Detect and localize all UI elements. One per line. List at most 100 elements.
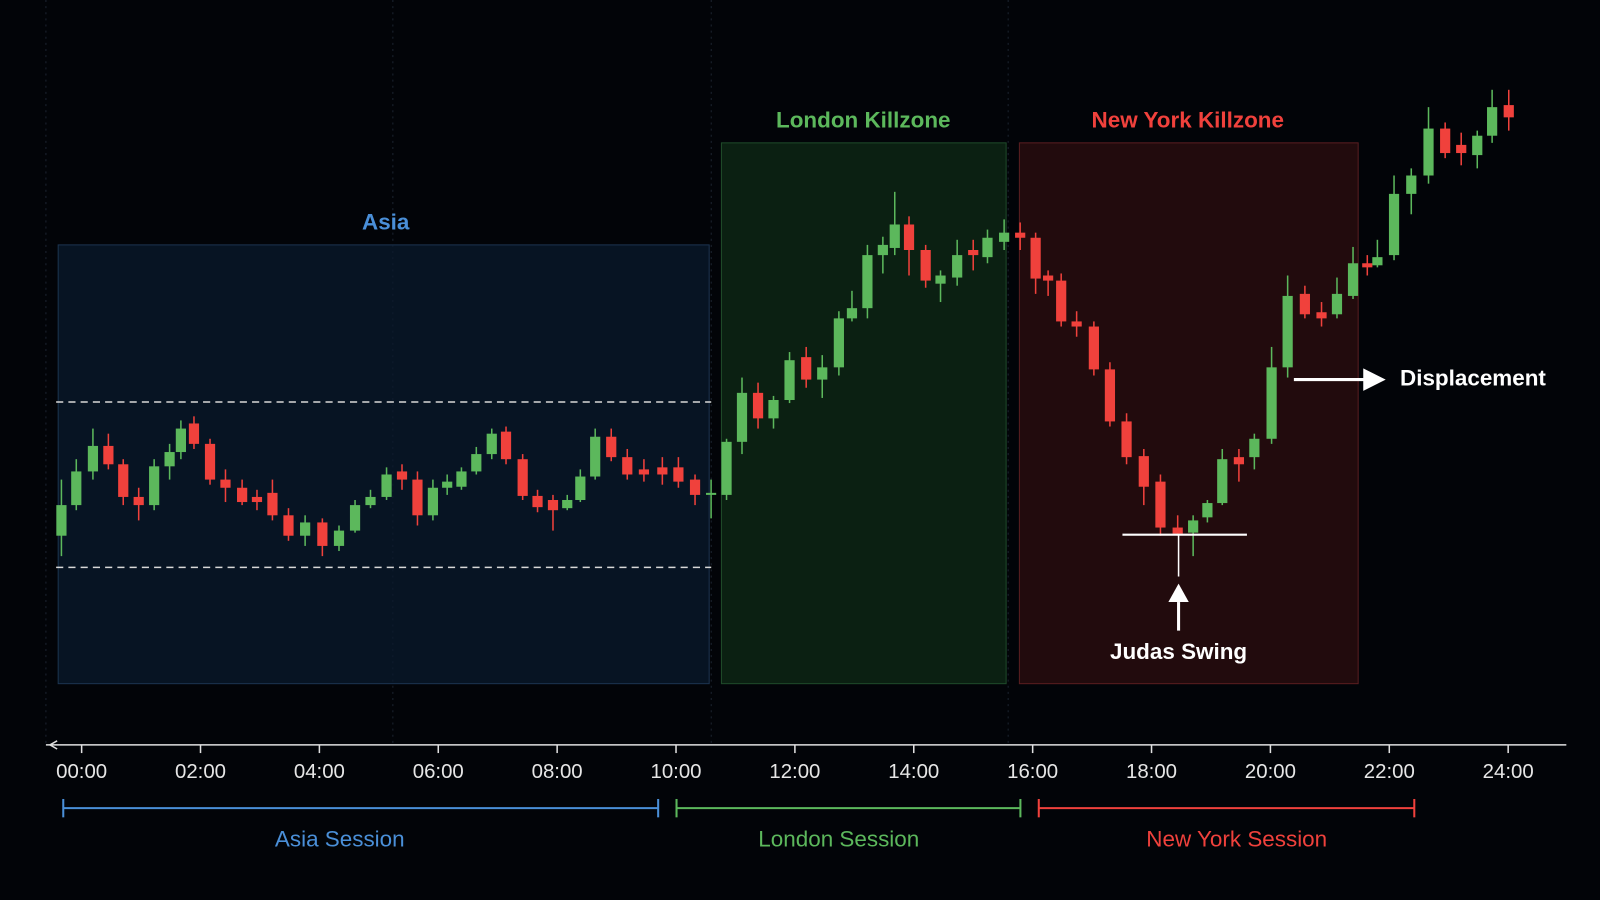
candle — [606, 428, 617, 462]
candle-body — [1456, 144, 1467, 154]
candle-body — [237, 487, 248, 503]
guides — [45, 0, 1009, 745]
candle — [1487, 89, 1498, 143]
candle-body — [673, 467, 684, 482]
x-tick-label: 04:00 — [294, 761, 345, 783]
candle-body — [1503, 105, 1514, 118]
candle — [349, 500, 361, 533]
candle-body — [1043, 275, 1054, 281]
candle-body — [1104, 369, 1116, 422]
candle-body — [1071, 321, 1082, 327]
candle — [1071, 311, 1082, 337]
candle-body — [622, 457, 633, 475]
x-tick-label: 14:00 — [888, 761, 939, 783]
candle — [1104, 362, 1116, 427]
candle-body — [638, 469, 650, 475]
candle — [638, 459, 650, 482]
candle — [846, 290, 858, 322]
candle-body — [889, 224, 900, 248]
session-label: London Session — [758, 827, 919, 852]
candle-body — [56, 505, 67, 536]
candle — [1043, 270, 1054, 296]
candle — [283, 508, 294, 541]
x-tick-label: 08:00 — [532, 761, 583, 783]
zone-label: New York Killzone — [1092, 107, 1284, 132]
candle-body — [164, 452, 175, 467]
candle — [1299, 285, 1310, 319]
candle-body — [1316, 312, 1327, 319]
candle-body — [752, 392, 764, 419]
x-ticks: 00:00 02:00 04:00 06:00 08:00 10:00 12:00 14:00… — [56, 744, 1534, 783]
candle-body — [1372, 257, 1383, 266]
asia-zone — [57, 244, 710, 685]
candle — [267, 479, 278, 521]
candle — [365, 489, 376, 509]
candle-body — [149, 466, 160, 506]
candle — [952, 239, 963, 286]
candle — [1155, 474, 1166, 536]
candle-body — [133, 496, 144, 506]
candle — [1331, 277, 1343, 319]
candle-body — [1088, 326, 1099, 370]
candle — [517, 454, 528, 500]
candle — [801, 346, 812, 388]
candle-body — [562, 500, 573, 509]
x-tick-label: 06:00 — [413, 761, 464, 783]
candle-body — [606, 436, 617, 458]
candle — [188, 416, 200, 449]
candle-body — [575, 476, 586, 500]
candle — [768, 395, 779, 429]
candle-body — [846, 308, 858, 319]
candle — [149, 459, 160, 511]
candle-body — [1472, 135, 1483, 156]
candle-body — [251, 496, 263, 503]
candle-body — [1347, 263, 1359, 296]
candle — [657, 457, 668, 485]
candle-body — [118, 464, 129, 497]
candle — [1282, 275, 1293, 378]
candle — [1266, 346, 1277, 444]
candle — [622, 448, 633, 480]
x-tick-label: 16:00 — [1007, 761, 1058, 783]
candle-body — [1155, 481, 1166, 528]
candle — [721, 438, 732, 500]
candle — [1503, 89, 1514, 131]
candle-body — [657, 467, 668, 475]
candle-body — [456, 471, 467, 487]
candle — [442, 474, 453, 495]
candle-body — [532, 495, 543, 508]
candle-body — [721, 441, 732, 495]
candle — [673, 457, 684, 488]
candle — [1138, 448, 1149, 506]
candle — [968, 239, 979, 271]
candle — [317, 518, 328, 557]
candle-body — [1282, 295, 1293, 368]
zone-label: London Killzone — [776, 107, 950, 132]
candle — [532, 489, 543, 513]
candle — [1088, 321, 1099, 376]
x-tick-label: 22:00 — [1364, 761, 1415, 783]
candle-body — [204, 443, 216, 480]
candle-body — [267, 492, 278, 516]
candle-body — [1423, 128, 1434, 176]
candle-body — [1233, 457, 1245, 465]
candle — [300, 515, 311, 546]
candle-body — [396, 471, 408, 480]
candles — [56, 89, 1514, 557]
london-session-bar — [675, 798, 1022, 818]
candle — [118, 459, 129, 506]
candle — [862, 244, 873, 319]
x-tick-label: 02:00 — [175, 761, 226, 783]
candle-body — [1362, 263, 1373, 268]
candle-body — [1266, 367, 1277, 439]
candle-body — [442, 481, 453, 488]
candle-body — [1249, 438, 1260, 458]
candle — [752, 382, 764, 429]
candle — [736, 377, 748, 455]
candle-body — [349, 505, 361, 531]
candle-body — [801, 357, 812, 380]
candle-body — [862, 255, 873, 309]
candle-body — [705, 492, 717, 495]
candle — [562, 494, 573, 511]
candle-body — [1056, 280, 1067, 322]
